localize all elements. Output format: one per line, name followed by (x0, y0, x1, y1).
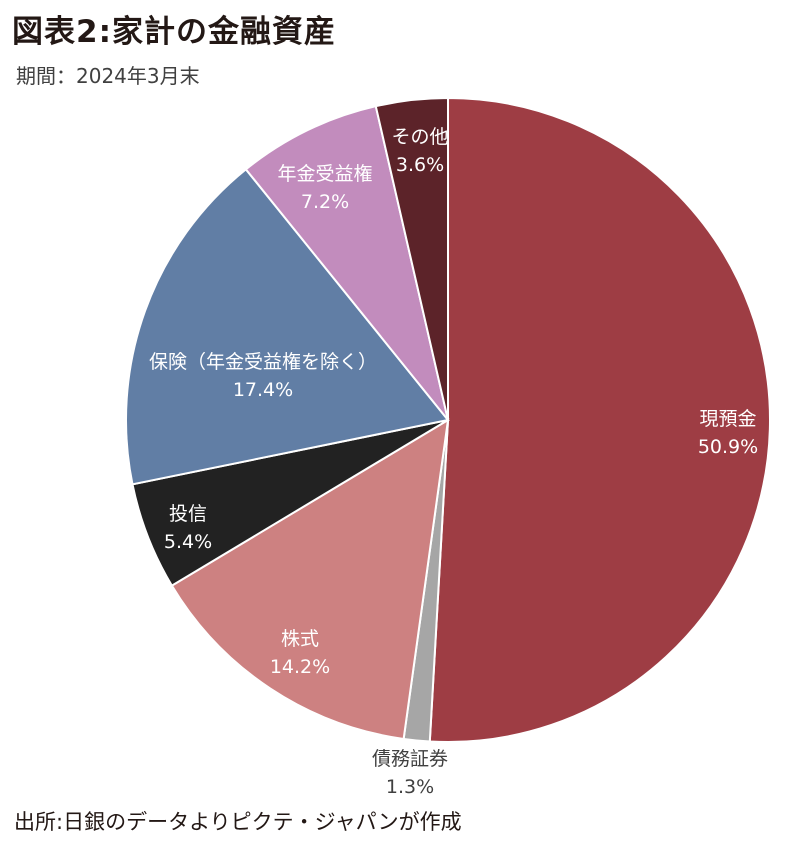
slice-value-label-5: 7.2% (301, 191, 349, 213)
slice-value-label-2: 14.2% (270, 656, 330, 678)
slice-name-label-0: 現預金 (699, 408, 756, 430)
slice-value-label-3: 5.4% (164, 531, 212, 553)
slice-value-label-0: 50.9% (698, 436, 758, 458)
slice-value-label-4: 17.4% (233, 379, 293, 401)
source-note: 出所:日銀のデータよりピクテ・ジャパンが作成 (14, 810, 462, 834)
pie-slice-0 (428, 96, 772, 743)
slice-name-label-6: その他 (391, 126, 448, 148)
slice-value-label-6: 3.6% (396, 154, 444, 176)
slice-name-label-5: 年金受益権 (277, 163, 372, 185)
pie-slice-5 (244, 105, 449, 421)
slice-name-label-1: 債務証券 (372, 748, 448, 770)
slice-name-label-4: 保険（年金受益権を除く） (149, 351, 377, 373)
pie-chart: 現預金 50.9% 債務証券 1.3% 株式 14.2% 投信 5.4% 保険（年金受益権を除く… (125, 96, 772, 798)
slice-name-label-2: 株式 (281, 628, 319, 650)
pie-slice-4 (125, 167, 450, 486)
slice-name-label-3: 投信 (169, 503, 207, 525)
chart-title: 図表2:家計の金融資産 (12, 14, 336, 50)
pie-slice-6 (374, 96, 449, 421)
slice-value-label-1: 1.3% (386, 776, 434, 798)
pie-slice-2 (170, 418, 450, 741)
period-label: 期間：2024年3月末 (16, 64, 200, 88)
